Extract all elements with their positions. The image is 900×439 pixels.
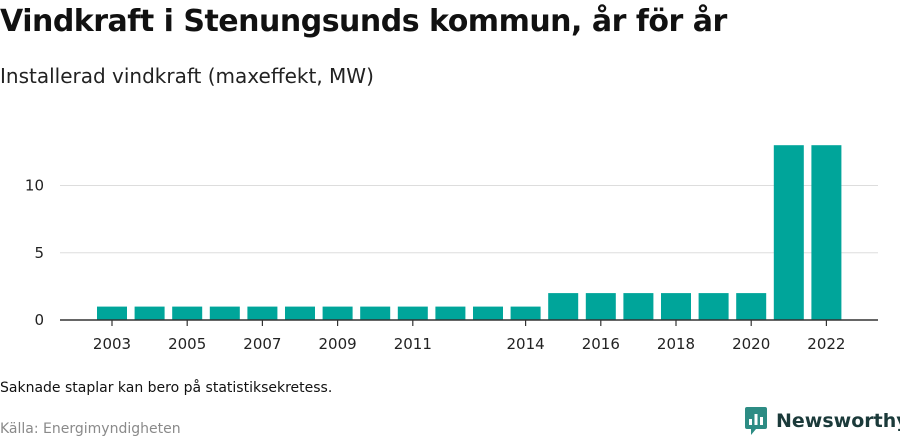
x-tick-label: 2016 <box>582 335 620 353</box>
bar <box>473 306 503 320</box>
bar <box>623 293 654 320</box>
x-tick-label: 2014 <box>507 335 545 353</box>
bar <box>322 306 353 320</box>
x-tick-label: 2011 <box>394 335 432 353</box>
bar <box>661 293 691 320</box>
x-tick-label: 2003 <box>93 335 131 353</box>
chart-title: Vindkraft i Stenungsunds kommun, år för … <box>0 4 727 39</box>
bar <box>435 306 466 320</box>
bar <box>97 306 127 320</box>
bar <box>397 306 428 320</box>
bar <box>134 306 165 320</box>
bar <box>285 306 315 320</box>
bars <box>97 145 842 320</box>
brand-logo: Newsworthy <box>744 406 900 436</box>
bar <box>585 293 616 320</box>
x-tick-label: 2022 <box>807 335 845 353</box>
y-tick-label: 5 <box>34 244 44 262</box>
x-tick-label: 2018 <box>657 335 695 353</box>
x-tick-label: 2005 <box>168 335 206 353</box>
bar <box>510 306 541 320</box>
bar <box>736 293 767 320</box>
bar <box>247 306 278 320</box>
bar <box>811 145 842 320</box>
bar <box>172 306 203 320</box>
x-tick-label: 2007 <box>243 335 281 353</box>
footnote: Saknade staplar kan bero på statistiksek… <box>0 380 333 396</box>
source-credit: Källa: Energimyndigheten <box>0 421 181 437</box>
bar <box>360 306 391 320</box>
bar <box>548 293 579 320</box>
chart-subtitle: Installerad vindkraft (maxeffekt, MW) <box>0 64 374 88</box>
axes: 0 5 10 2003 2005 2007 2009 2011 2014 2016 2018 2020… <box>25 177 878 353</box>
bar <box>209 306 240 320</box>
y-tick-label: 0 <box>34 311 44 329</box>
newsworthy-logo-icon <box>745 407 767 435</box>
brand-name: Newsworthy <box>776 410 900 432</box>
y-tick-label: 10 <box>25 177 44 195</box>
x-tick-label: 2009 <box>319 335 357 353</box>
gridlines <box>60 185 878 254</box>
bar <box>773 145 804 320</box>
x-tick-label: 2020 <box>732 335 770 353</box>
bar <box>698 293 729 320</box>
